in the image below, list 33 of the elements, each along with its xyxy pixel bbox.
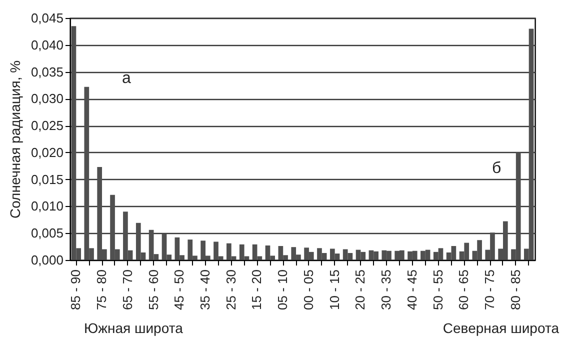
annotation: б: [492, 160, 502, 178]
x-tick-label: 20 - 25: [352, 270, 368, 310]
x-tick-label: 00 - 05: [300, 270, 316, 310]
text: Северная широта: [442, 320, 559, 336]
x-tick-label: 60 - 65: [456, 270, 472, 310]
y-tick-label: 0,015: [30, 172, 64, 187]
y-tick-label: 0,005: [30, 226, 64, 241]
y-tick-label: 0,045: [30, 10, 64, 26]
x-tick-label: 35 - 40: [197, 270, 212, 310]
x-tick-label: 85 - 90: [68, 270, 84, 310]
y-tick-label: 0,010: [30, 198, 64, 214]
y-tick-label: 0,035: [30, 64, 64, 80]
x-tick-label: 30 - 35: [378, 270, 394, 310]
x-tick-label: 15 - 20: [249, 270, 264, 310]
x-tick-label: 10 - 15: [326, 270, 342, 310]
text: Южная широта: [84, 320, 183, 336]
annotation: а: [122, 70, 131, 88]
x-tick-label: 70 - 75: [482, 270, 498, 310]
y-tick-label: 0,020: [30, 144, 64, 160]
y-tick-label: 0,040: [30, 37, 64, 52]
x-tick-label: 45 - 50: [172, 270, 187, 310]
y-tick-label: 0,025: [30, 118, 64, 134]
x-tick-label: 25 - 30: [223, 270, 238, 310]
x-tick-label: 65 - 70: [120, 270, 135, 310]
y-tick-label: 0,000: [30, 252, 64, 268]
x-tick-label: 75 - 80: [94, 270, 110, 310]
x-tick-label: 40 - 45: [404, 270, 420, 310]
x-tick-label: 05 - 10: [275, 270, 290, 310]
x-tick-label: 80 - 85: [508, 270, 523, 310]
y-axis-title: Солнечная радиация, %: [6, 60, 23, 219]
y-tick-label: 0,030: [30, 91, 64, 106]
x-tick-label: 55 - 60: [146, 270, 161, 310]
x-tick-label: 50 - 55: [430, 270, 446, 310]
